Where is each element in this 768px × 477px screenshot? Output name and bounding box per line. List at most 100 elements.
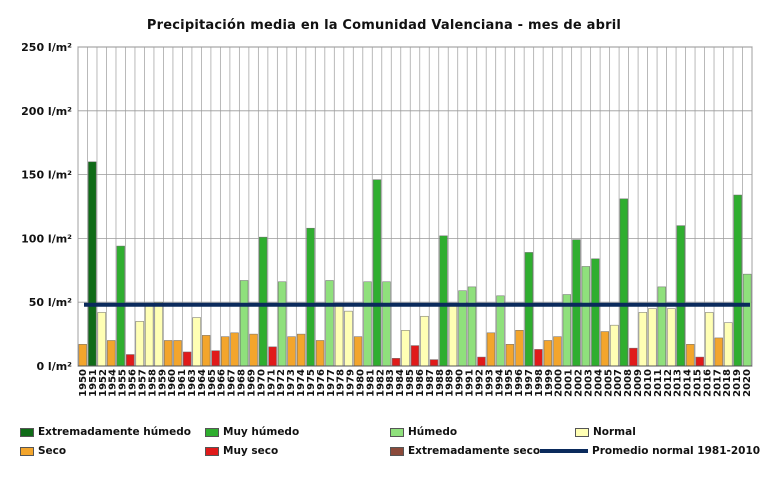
bar-1956 bbox=[135, 321, 144, 367]
bar-1996 bbox=[515, 330, 524, 367]
x-tick-label: 2010 bbox=[643, 369, 654, 397]
legend-item-normal: Normal bbox=[575, 424, 636, 440]
bar-2012 bbox=[667, 308, 676, 367]
x-tick-label: 1985 bbox=[405, 369, 416, 397]
chart-title: Precipitación media en la Comunidad Vale… bbox=[146, 18, 622, 33]
x-tick-label: 1954 bbox=[108, 369, 119, 397]
x-tick-label: 1964 bbox=[197, 369, 208, 397]
bar-1981 bbox=[372, 179, 382, 367]
bar-1998 bbox=[534, 349, 543, 367]
bar-1991 bbox=[467, 286, 477, 367]
x-tick-label: 1963 bbox=[187, 369, 198, 397]
bar-1963 bbox=[202, 335, 211, 367]
legend-swatch-extremadamente-seco bbox=[390, 446, 404, 456]
x-tick-label: 1958 bbox=[147, 369, 158, 397]
bar-1955 bbox=[126, 354, 135, 367]
bar-1977 bbox=[334, 304, 344, 367]
x-tick-label: 2019 bbox=[732, 369, 743, 397]
bar-1988 bbox=[439, 235, 448, 367]
x-tick-label: 1994 bbox=[494, 369, 505, 397]
bar-1986 bbox=[420, 315, 429, 367]
y-tick-label: 200 l/m² bbox=[21, 105, 72, 118]
bar-1957 bbox=[145, 305, 154, 367]
y-tick-label: 100 l/m² bbox=[21, 232, 72, 245]
x-tick-label: 1995 bbox=[504, 369, 515, 397]
bar-1999 bbox=[543, 340, 553, 367]
bar-2017 bbox=[714, 337, 723, 367]
bar-1960 bbox=[173, 340, 182, 367]
bar-2018 bbox=[724, 322, 733, 367]
x-tick-label: 2016 bbox=[702, 369, 713, 397]
bar-2010 bbox=[648, 308, 657, 367]
bar-2016 bbox=[705, 312, 714, 367]
x-tick-label: 2014 bbox=[683, 369, 694, 397]
bar-1965 bbox=[220, 336, 230, 367]
bar-1975 bbox=[315, 340, 325, 367]
bar-2009 bbox=[638, 312, 647, 367]
bar-1951 bbox=[88, 161, 97, 367]
x-tick-label: 1966 bbox=[217, 369, 228, 397]
bar-1982 bbox=[382, 281, 391, 367]
bar-1970 bbox=[268, 346, 277, 367]
x-tick-label: 2013 bbox=[673, 369, 684, 397]
x-tick-label: 1984 bbox=[395, 369, 406, 397]
x-tick-label: 1971 bbox=[266, 369, 277, 397]
x-tick-label: 1976 bbox=[316, 369, 327, 397]
bar-2015 bbox=[695, 356, 704, 367]
legend-label: Extremadamente húmedo bbox=[38, 426, 191, 438]
bar-1950 bbox=[78, 344, 87, 367]
x-tick-label: 1991 bbox=[465, 369, 476, 397]
y-tick-label: 50 l/m² bbox=[29, 296, 72, 309]
bar-1997 bbox=[524, 252, 534, 367]
bar-1962 bbox=[192, 317, 201, 367]
x-tick-label: 2018 bbox=[722, 369, 733, 397]
x-tick-label: 1957 bbox=[137, 369, 148, 397]
bar-1974 bbox=[306, 227, 315, 367]
bar-1987 bbox=[429, 359, 439, 367]
x-tick-label: 2007 bbox=[613, 369, 624, 397]
x-tick-label: 1951 bbox=[88, 369, 99, 397]
legend-swatch-extremadamente-humedo bbox=[20, 427, 34, 437]
x-tick-label: 2020 bbox=[742, 369, 753, 397]
bar-2007 bbox=[619, 198, 628, 367]
x-tick-label: 2017 bbox=[712, 369, 723, 397]
x-tick-label: 1973 bbox=[286, 369, 297, 397]
x-tick-label: 2005 bbox=[603, 369, 614, 397]
x-tick-label: 1978 bbox=[336, 369, 347, 397]
x-tick-label: 1998 bbox=[534, 369, 545, 397]
legend-label: Húmedo bbox=[408, 426, 458, 438]
bar-1972 bbox=[287, 336, 296, 367]
x-tick-label: 2011 bbox=[653, 369, 664, 397]
x-tick-label: 2012 bbox=[663, 369, 674, 397]
y-tick-label: 250 l/m² bbox=[21, 41, 72, 54]
x-tick-label: 1972 bbox=[276, 369, 287, 397]
x-tick-label: 1997 bbox=[524, 369, 535, 397]
x-tick-label: 1956 bbox=[128, 369, 139, 397]
bar-1993 bbox=[486, 332, 496, 367]
x-tick-label: 1961 bbox=[177, 369, 188, 397]
chart-legend: Extremadamente húmedo Muy húmedo Húmedo … bbox=[0, 420, 768, 470]
bar-1958 bbox=[154, 301, 163, 367]
legend-item-extremadamente-seco: Extremadamente seco bbox=[390, 443, 540, 459]
x-tick-label: 1996 bbox=[514, 369, 525, 397]
chart-canvas: 0 l/m² 50 l/m² 100 l/m² 150 l/m² 200 l/m² 250… bbox=[21, 41, 753, 397]
bar-1985 bbox=[410, 345, 420, 367]
bar-2004 bbox=[591, 258, 600, 367]
x-tick-label: 1982 bbox=[375, 369, 386, 397]
legend-label: Extremadamente seco bbox=[408, 445, 541, 457]
x-tick-label: 1959 bbox=[157, 369, 168, 397]
x-tick-label: 2002 bbox=[574, 369, 585, 397]
x-tick-label: 1970 bbox=[256, 369, 267, 397]
x-tick-label: 1950 bbox=[78, 369, 89, 397]
bar-1953 bbox=[107, 340, 116, 367]
legend-swatch-muy-seco bbox=[205, 446, 219, 456]
bar-1978 bbox=[344, 310, 353, 367]
bar-1967 bbox=[239, 280, 249, 367]
bar-2003 bbox=[581, 266, 591, 367]
x-tick-label: 1967 bbox=[227, 369, 238, 397]
x-tick-label: 1955 bbox=[118, 369, 129, 397]
bar-2000 bbox=[553, 336, 562, 367]
legend-swatch-humedo bbox=[390, 427, 404, 437]
bar-1976 bbox=[325, 280, 334, 367]
legend-item-extremadamente-humedo: Extremadamente húmedo bbox=[20, 424, 191, 440]
